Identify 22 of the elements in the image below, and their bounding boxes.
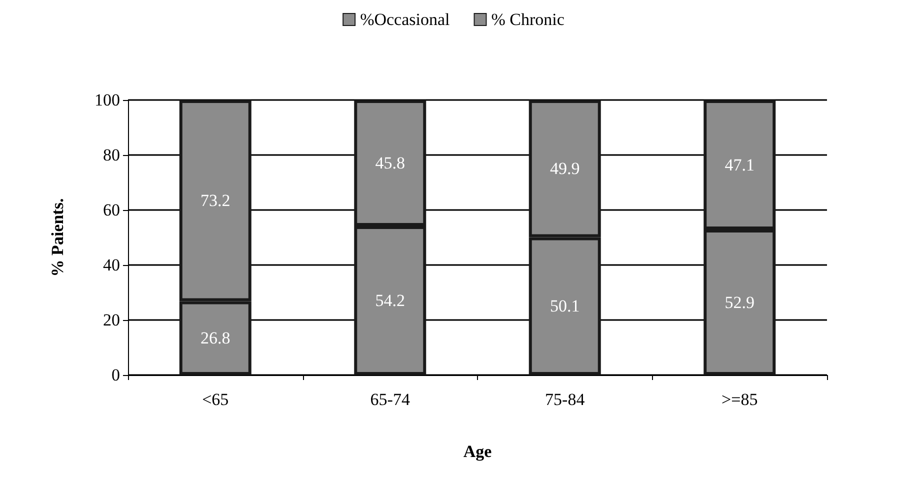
data-label: 26.8 (200, 328, 230, 348)
data-label: 54.2 (375, 290, 405, 310)
y-tick-label: 60 (103, 200, 120, 220)
legend-label: %Occasional (360, 10, 450, 29)
x-tick-label: 65-74 (370, 390, 410, 409)
y-tick-label: 20 (103, 310, 120, 330)
data-label: 50.1 (550, 296, 580, 316)
y-tick-label: 80 (103, 146, 120, 164)
y-tick-label: 40 (103, 256, 120, 274)
data-label: 47.1 (724, 155, 754, 174)
y-tick-label: 100 (94, 90, 120, 110)
data-label: 45.8 (375, 153, 405, 172)
x-tick-label: <65 (202, 390, 229, 409)
legend-label: % Chronic (491, 10, 565, 29)
y-tick-label: 0 (112, 366, 120, 384)
x-axis-title: Age (463, 442, 492, 461)
data-label: 52.9 (724, 292, 754, 312)
data-label: 49.9 (550, 159, 580, 178)
data-label: 73.2 (200, 191, 230, 210)
y-axis-title: % Paients. (48, 198, 67, 277)
x-tick-label: 75-84 (545, 390, 586, 409)
x-tick-label: >=85 (722, 390, 758, 409)
